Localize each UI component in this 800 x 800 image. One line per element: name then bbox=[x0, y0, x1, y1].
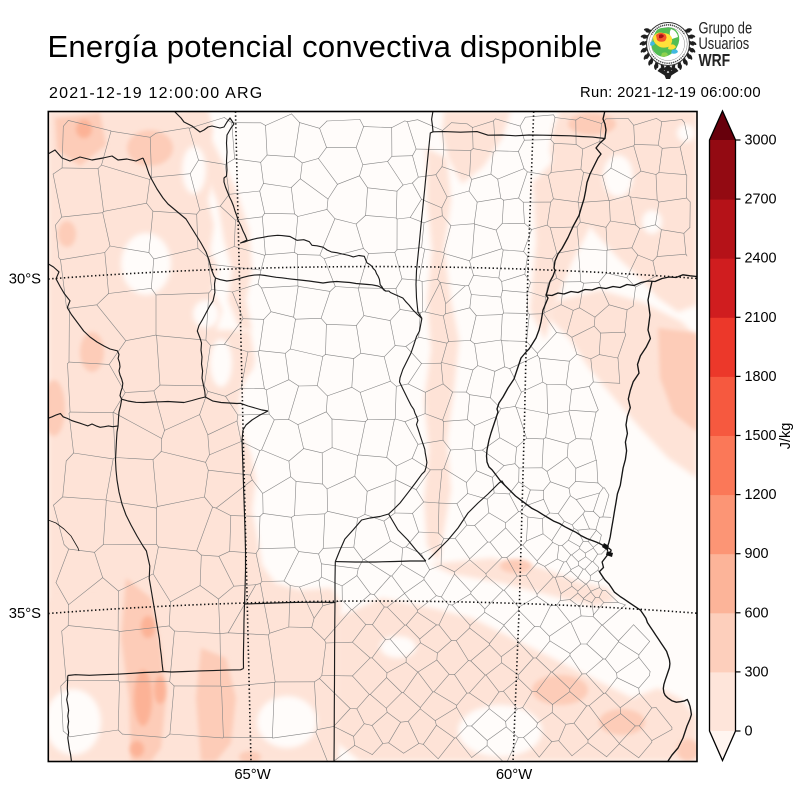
svg-text:3000: 3000 bbox=[745, 133, 777, 149]
svg-text:Run: 2021-12-19 06:00:00: Run: 2021-12-19 06:00:00 bbox=[580, 85, 761, 101]
svg-text:65°W: 65°W bbox=[234, 767, 270, 783]
svg-text:Energía potencial convectiva d: Energía potencial convectiva disponible bbox=[48, 29, 603, 64]
svg-text:600: 600 bbox=[745, 605, 769, 621]
svg-text:2700: 2700 bbox=[745, 192, 777, 208]
svg-text:2021-12-19 12:00:00 ARG: 2021-12-19 12:00:00 ARG bbox=[49, 85, 263, 102]
svg-text:1500: 1500 bbox=[745, 428, 777, 444]
svg-text:WRF: WRF bbox=[699, 52, 731, 71]
svg-text:30°S: 30°S bbox=[9, 272, 41, 288]
svg-text:1800: 1800 bbox=[745, 369, 777, 385]
svg-text:0: 0 bbox=[745, 724, 753, 740]
svg-text:Usuarios: Usuarios bbox=[699, 36, 750, 54]
svg-text:J/kg: J/kg bbox=[778, 423, 794, 450]
svg-text:1200: 1200 bbox=[745, 487, 777, 503]
svg-text:2100: 2100 bbox=[745, 310, 777, 326]
svg-text:900: 900 bbox=[745, 546, 769, 562]
svg-text:300: 300 bbox=[745, 664, 769, 680]
svg-text:35°S: 35°S bbox=[9, 606, 41, 622]
svg-text:Grupo de: Grupo de bbox=[699, 20, 753, 38]
svg-text:60°W: 60°W bbox=[496, 767, 532, 783]
svg-text:2400: 2400 bbox=[745, 251, 777, 267]
